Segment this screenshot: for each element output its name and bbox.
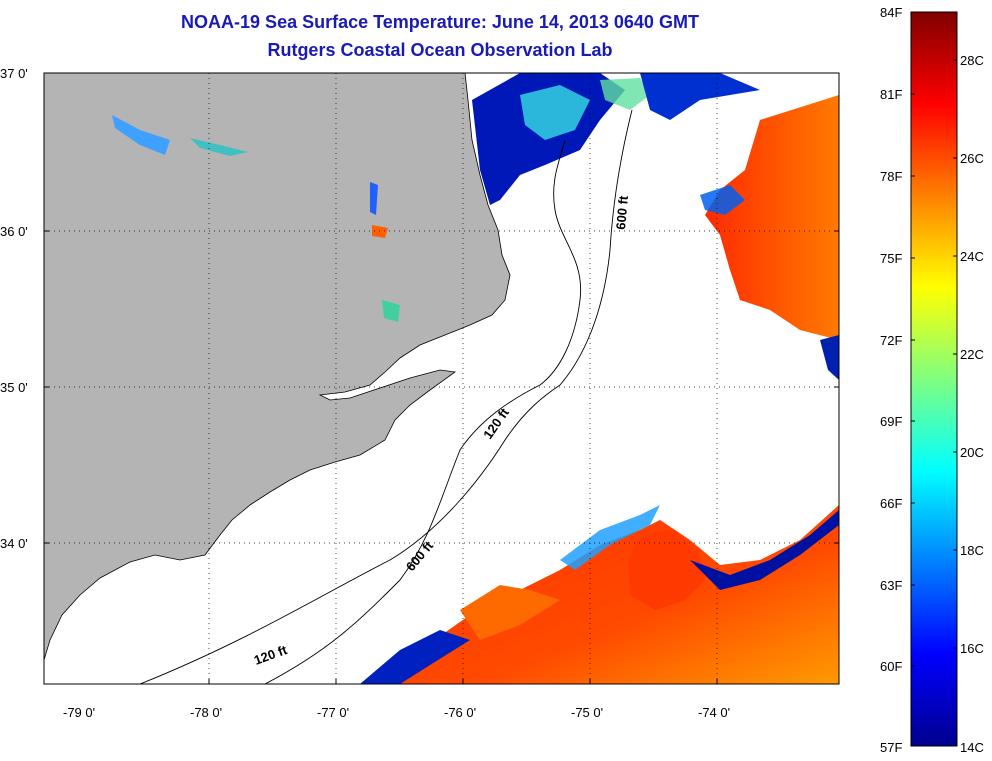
cold-fringe-south [360, 630, 470, 684]
cb-label-16c: 16C [960, 641, 984, 656]
lat-label-34: 34 0' [0, 536, 28, 551]
warm-filament [460, 585, 560, 640]
cb-label-24c: 24C [960, 249, 984, 264]
cb-label-78f: 78F [880, 169, 903, 184]
colorbar-ticks [911, 59, 957, 667]
map-title: NOAA-19 Sea Surface Temperature: June 14… [181, 12, 699, 32]
lat-label-35: 35 0' [0, 380, 28, 395]
cb-label-60f: 60F [880, 659, 903, 674]
lat-label-37: 37 0' [0, 66, 28, 81]
axis-ticks [44, 72, 839, 684]
graticule [44, 73, 839, 684]
cb-label-81f: 81F [880, 87, 903, 102]
cool-fringe-south [560, 505, 660, 570]
cb-label-75f: 75F [880, 251, 903, 266]
map-frame [43, 72, 840, 685]
cool-patches [520, 85, 590, 140]
river-1 [112, 115, 170, 155]
contour-label-600ft-north: 600 ft [613, 194, 631, 230]
cool-patches-2 [600, 78, 650, 110]
cb-label-28c: 28C [960, 53, 984, 68]
cold-edge-southeast [690, 510, 839, 590]
warm-water-northeast [705, 95, 839, 340]
river-2 [190, 138, 248, 156]
cb-label-69f: 69F [880, 414, 903, 429]
sound-1 [372, 225, 388, 238]
map-subtitle: Rutgers Coastal Ocean Observation Lab [267, 40, 613, 60]
cb-label-84f: 84F [880, 5, 903, 20]
cb-label-63f: 63F [880, 578, 903, 593]
lon-label-75: -75 0' [571, 705, 603, 720]
lon-label-79: -79 0' [63, 705, 95, 720]
cb-label-18c: 18C [960, 543, 984, 558]
colorbar [910, 11, 958, 747]
contour-120ft [264, 139, 582, 684]
cb-label-72f: 72F [880, 333, 903, 348]
lon-label-78: -78 0' [190, 705, 222, 720]
cb-label-20c: 20C [960, 445, 984, 460]
cool-fringe-east [700, 185, 745, 215]
cb-label-22c: 22C [960, 347, 984, 362]
warm-water-southeast [380, 505, 839, 684]
edge-east [820, 335, 839, 380]
lon-label-74: -74 0' [698, 705, 730, 720]
lon-label-76: -76 0' [444, 705, 476, 720]
blue-northeast [640, 73, 760, 120]
sound-2 [382, 300, 400, 322]
lon-label-77: -77 0' [317, 705, 349, 720]
land-mass [44, 73, 511, 661]
cb-label-57f: 57F [880, 740, 903, 755]
cb-label-66f: 66F [880, 496, 903, 511]
cb-label-14c: 14C [960, 740, 984, 755]
cb-label-26c: 26C [960, 151, 984, 166]
warm-eddy [628, 530, 705, 610]
contour-600ft [139, 109, 633, 684]
river-3 [370, 182, 378, 215]
lat-label-36: 36 0' [0, 224, 28, 239]
